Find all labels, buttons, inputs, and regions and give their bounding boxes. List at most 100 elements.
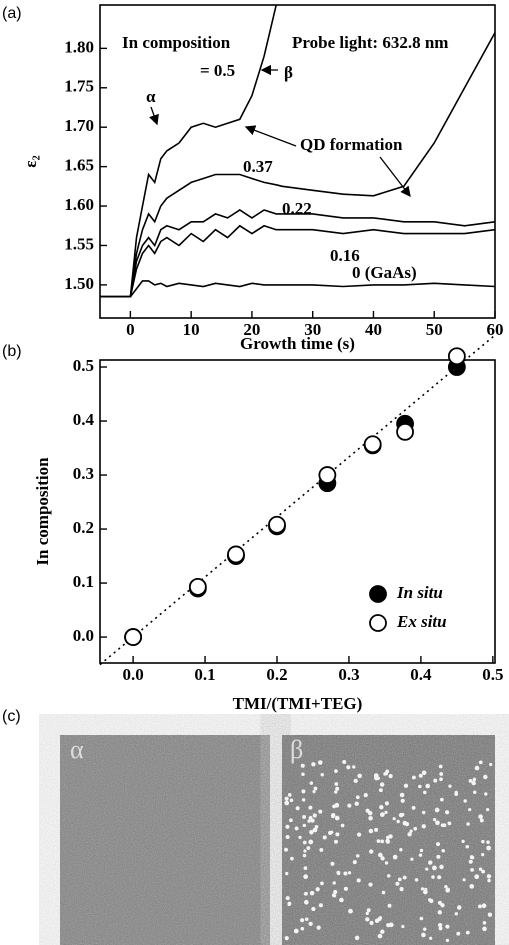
dot (369, 920, 374, 925)
dot (454, 792, 459, 796)
y-tick-label: 0.1 (73, 572, 94, 591)
dot (317, 760, 323, 765)
dot (311, 762, 316, 767)
dot (387, 874, 391, 878)
dot (444, 810, 450, 815)
data-point (124, 628, 142, 646)
dot (339, 897, 344, 903)
dot (470, 855, 475, 860)
plot-frame (99, 359, 496, 664)
dot (378, 788, 383, 793)
dot (413, 826, 418, 831)
dot (437, 922, 443, 928)
x-tick-label: 60 (487, 320, 504, 339)
dot (334, 815, 340, 821)
dot (486, 840, 490, 845)
dot (410, 857, 414, 861)
legend-label: Ex situ (396, 612, 447, 631)
dot (407, 832, 412, 837)
x-axis-title: TMI/(TMI+TEG) (233, 694, 363, 713)
dot (445, 938, 450, 943)
dot (376, 839, 381, 843)
y-tick-label: 0.5 (73, 356, 94, 375)
dot (347, 871, 352, 875)
y-axis-title: In composition (33, 457, 52, 566)
dot (431, 875, 435, 879)
dot (309, 829, 314, 835)
dot (478, 814, 483, 819)
dot (378, 916, 383, 920)
dot (300, 763, 305, 768)
dot (420, 887, 425, 891)
dot (300, 918, 305, 923)
dot (316, 925, 321, 930)
dot (380, 929, 385, 934)
y-tick-label: 0.3 (73, 464, 94, 483)
x-tick-label: 10 (183, 320, 200, 339)
dot (411, 775, 416, 780)
dot (379, 805, 384, 810)
dot (399, 792, 405, 798)
dot (322, 835, 327, 840)
dot (293, 928, 299, 934)
dot (388, 774, 393, 779)
arrow (244, 125, 297, 147)
image-label: α (70, 735, 84, 764)
series-label: 0.37 (243, 157, 273, 176)
dot (303, 849, 307, 853)
dot (387, 903, 392, 908)
dot (418, 784, 422, 789)
x-tick-label: 0.1 (194, 665, 215, 684)
dot (439, 864, 444, 870)
dot (379, 782, 385, 787)
dot (287, 902, 291, 907)
dot (448, 784, 452, 788)
y-axis-title: ε₂ (21, 155, 40, 167)
panel-label: (a) (2, 5, 22, 22)
data-point (363, 435, 382, 454)
dot (429, 936, 433, 940)
dot (294, 826, 299, 831)
dot (385, 839, 390, 844)
panel-label: (c) (2, 708, 21, 725)
series-label: 0 (GaAs) (352, 263, 417, 282)
dot (454, 912, 459, 916)
dot (437, 910, 442, 915)
dot (395, 881, 400, 886)
dot (368, 882, 373, 887)
dot (481, 903, 487, 909)
dot (399, 886, 404, 892)
dot (474, 765, 480, 771)
dot (284, 847, 288, 852)
dot (440, 903, 445, 908)
dot (399, 847, 403, 852)
dot (354, 935, 360, 941)
dot (423, 889, 428, 895)
dot (343, 871, 348, 876)
dot (432, 865, 437, 871)
dot (330, 861, 335, 866)
dot (352, 860, 357, 865)
series-label: = 0.5 (200, 61, 235, 80)
dot (366, 908, 371, 913)
dot (384, 861, 389, 865)
data-point (188, 577, 207, 596)
dot (483, 774, 488, 780)
dot (356, 878, 361, 883)
dot (290, 856, 294, 861)
dot (437, 875, 442, 880)
dot (318, 809, 323, 814)
dot (377, 933, 383, 939)
dot (303, 874, 309, 880)
dot (374, 918, 380, 924)
dot (368, 828, 374, 834)
dot (302, 840, 307, 845)
x-tick-label: 0.2 (266, 665, 287, 684)
dot (334, 769, 338, 774)
dot (320, 772, 324, 777)
series-line (100, 32, 496, 298)
dot (380, 856, 385, 861)
dot (441, 848, 445, 853)
dot (289, 798, 294, 803)
x-tick-label: 20 (243, 320, 260, 339)
